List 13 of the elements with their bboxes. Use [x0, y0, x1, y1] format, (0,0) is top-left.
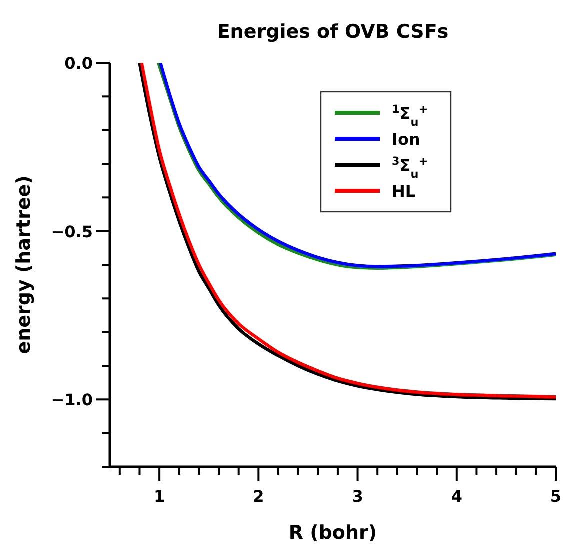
- y-tick-label: −0.5: [51, 222, 93, 242]
- x-tick-label: 4: [451, 487, 462, 506]
- x-tick-label: 1: [154, 487, 166, 506]
- y-tick-label: 0.0: [64, 54, 93, 73]
- x-axis-title: R (bohr): [288, 522, 378, 544]
- y-axis-title: energy (hartree): [13, 176, 35, 354]
- chart-title: Energies of OVB CSFs: [217, 21, 449, 43]
- x-tick-label: 5: [550, 487, 562, 506]
- x-tick-label: 2: [253, 487, 264, 506]
- legend-label: HL: [392, 182, 416, 201]
- legend-label: Ion: [392, 130, 420, 149]
- x-tick-label: 3: [352, 487, 364, 506]
- y-tick-label: −1.0: [51, 390, 93, 410]
